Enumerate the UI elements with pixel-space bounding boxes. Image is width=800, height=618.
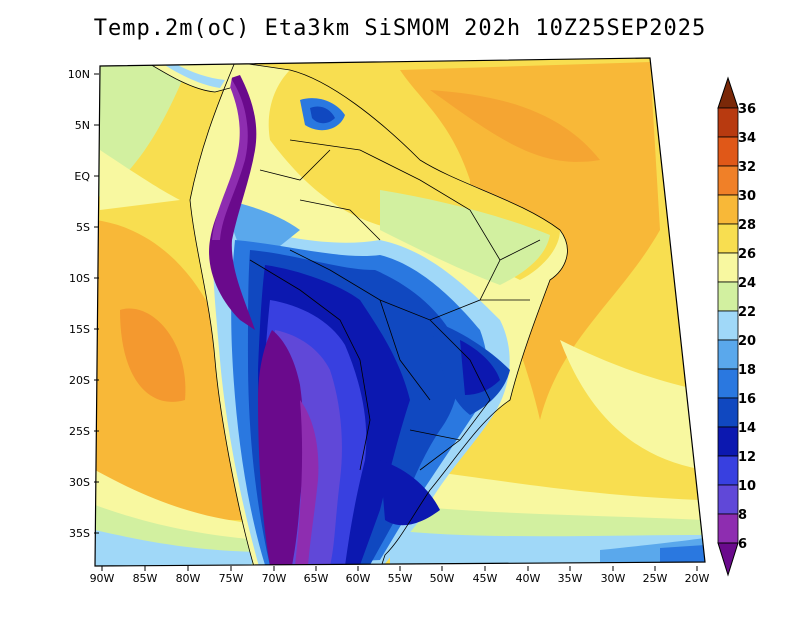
lon-label: 25W (643, 572, 668, 585)
lon-label: 30W (601, 572, 626, 585)
map-title: Temp.2m(oC) Eta3km SiSMOM 202h 10Z25SEP2… (93, 16, 707, 41)
colorbar-segment (717, 455, 739, 486)
colorbar-label: 34 (738, 131, 756, 146)
lon-label: 85W (133, 572, 158, 585)
colorbar-label: 10 (738, 479, 756, 494)
lon-label: 20W (685, 572, 710, 585)
lat-label: 5S (76, 221, 90, 234)
colorbar-bottom-arrow (717, 542, 739, 577)
lon-label: 55W (388, 572, 413, 585)
coastlines (134, 58, 568, 566)
colorbar-label: 24 (738, 276, 756, 291)
colorbar-segment (717, 484, 739, 515)
colorbar-segment (717, 136, 739, 167)
latitude-axis: 10N 5N EQ 5S 10S 15S 20S 25S 30S 35S (68, 68, 99, 540)
colorbar-segment (717, 397, 739, 428)
lat-label: 30S (69, 476, 90, 489)
colorbar-label: 6 (738, 537, 747, 552)
colorbar-label: 26 (738, 247, 756, 262)
lon-label: 80W (176, 572, 201, 585)
lon-label: 65W (304, 572, 329, 585)
colorbar-label: 36 (738, 102, 756, 117)
colorbar-label: 28 (738, 218, 756, 233)
lat-label: 25S (69, 425, 90, 438)
colorbar-segment (717, 513, 739, 544)
lon-label: 60W (346, 572, 371, 585)
lat-label: 35S (69, 527, 90, 540)
longitude-axis: 90W 85W 80W 75W 70W 65W 60W 55W 50W 45W … (90, 566, 710, 585)
lon-label: 70W (262, 572, 287, 585)
colorbar-label: 18 (738, 363, 756, 378)
colorbar-segment (717, 165, 739, 196)
lat-label: 10N (68, 68, 90, 81)
colorbar-segment (717, 368, 739, 399)
colorbar-segment (717, 223, 739, 254)
lat-label: 10S (69, 272, 90, 285)
colorbar-label: 14 (738, 421, 756, 436)
colorbar-segment (717, 194, 739, 225)
colorbar-label: 16 (738, 392, 756, 407)
colorbar-label: 30 (738, 189, 756, 204)
colorbar-segment (717, 107, 739, 138)
lat-label: 15S (69, 323, 90, 336)
lon-label: 75W (219, 572, 244, 585)
lon-label: 50W (430, 572, 455, 585)
colorbar-top-arrow (717, 76, 739, 109)
lat-label: 5N (75, 119, 90, 132)
colorbar-segment (717, 426, 739, 457)
map-frame (94, 57, 706, 567)
colorbar: 36 34 32 30 28 26 24 22 20 18 16 14 12 1… (717, 76, 756, 577)
lon-label: 45W (473, 572, 498, 585)
colorbar-segment (717, 281, 739, 312)
lon-label: 40W (516, 572, 541, 585)
colorbar-segment (717, 339, 739, 370)
lat-label: 20S (69, 374, 90, 387)
lon-label: 90W (90, 572, 115, 585)
colorbar-segment (717, 310, 739, 341)
colorbar-label: 20 (738, 334, 756, 349)
colorbar-label: 12 (738, 450, 756, 465)
colorbar-label: 8 (738, 508, 747, 523)
colorbar-label: 32 (738, 160, 756, 175)
temperature-field (95, 58, 705, 566)
colorbar-segment (717, 252, 739, 283)
lat-label: EQ (74, 170, 90, 183)
lon-label: 35W (558, 572, 583, 585)
colorbar-label: 22 (738, 305, 756, 320)
